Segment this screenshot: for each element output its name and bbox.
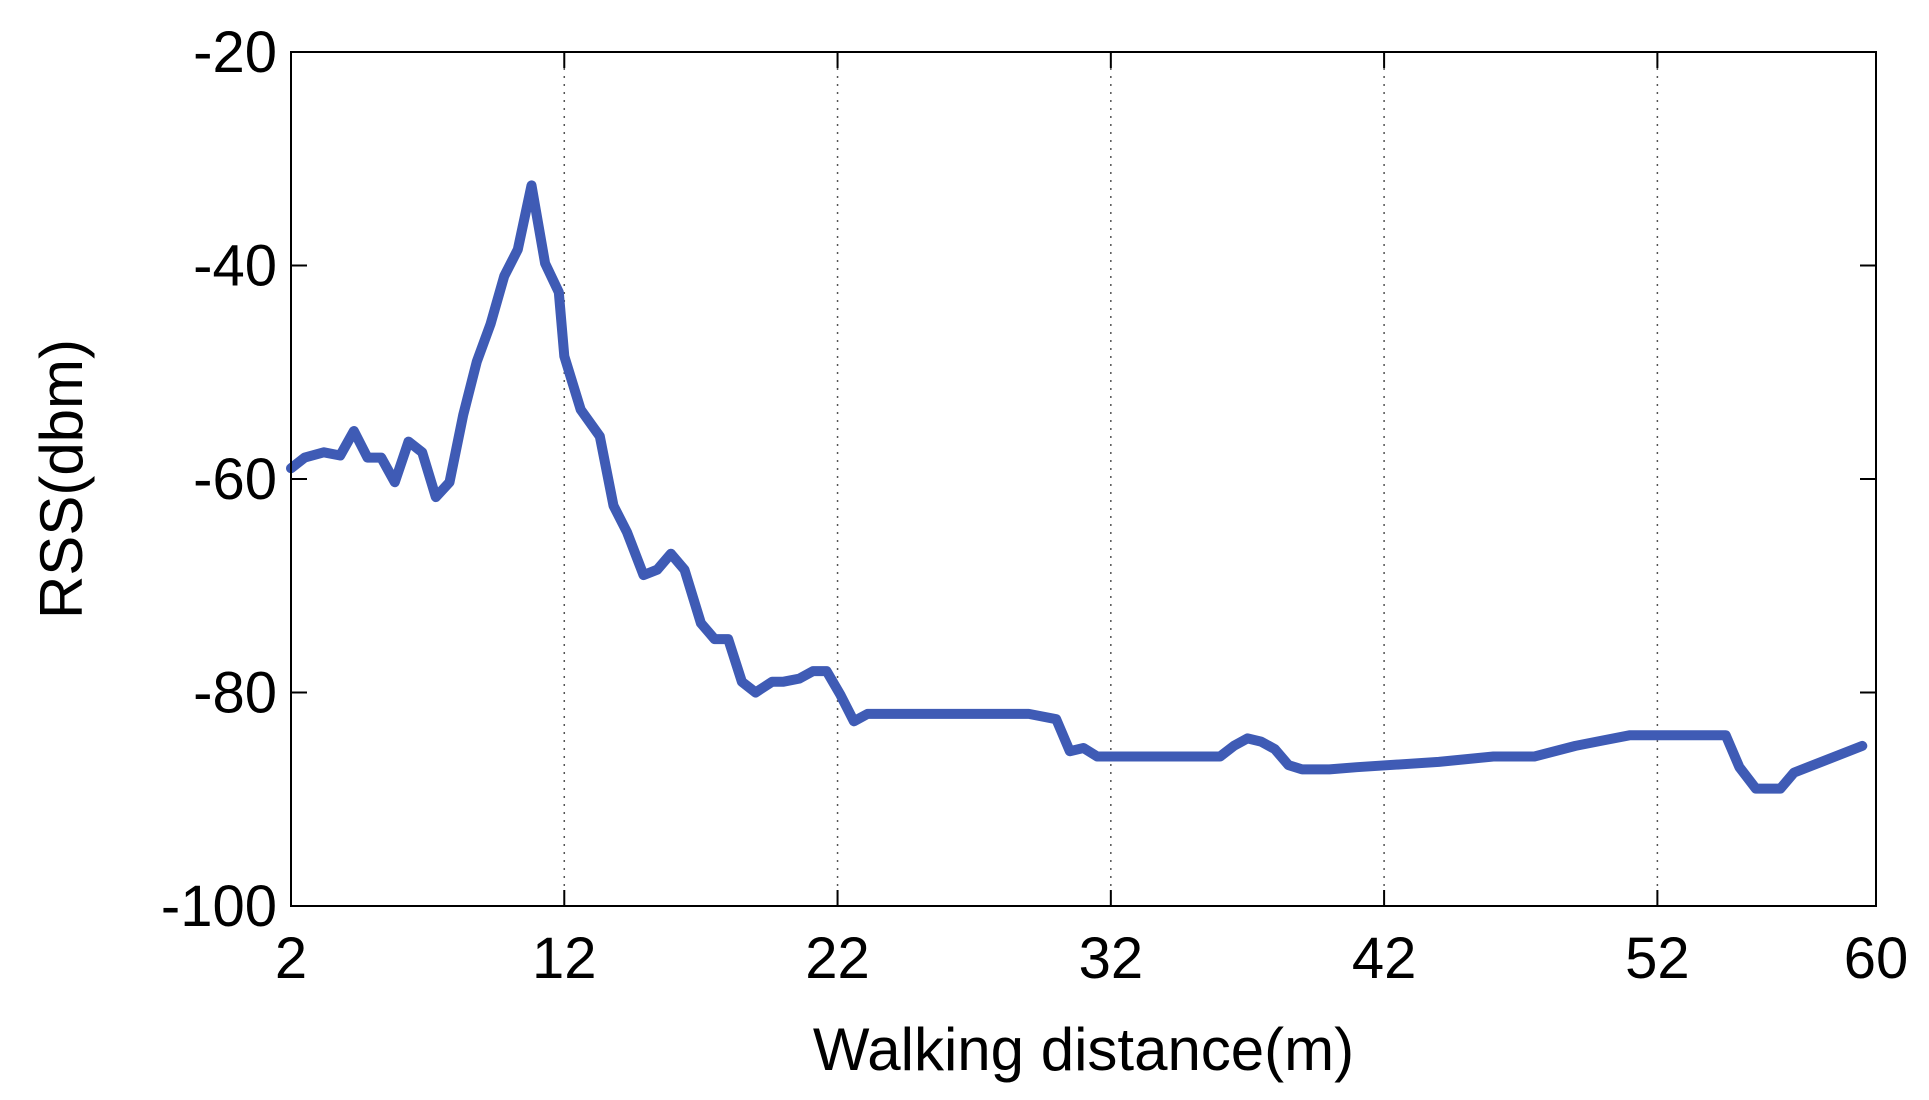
y-tick-label: -100 (161, 874, 277, 939)
y-tick-label: -60 (193, 447, 277, 512)
x-tick-labels: 2 12 22 32 42 52 60 (275, 926, 1908, 991)
y-tick-labels: -20 -40 -60 -80 -100 (161, 20, 277, 939)
x-tick-label: 42 (1352, 926, 1417, 991)
y-tick-label: -40 (193, 234, 277, 299)
x-tick-label: 2 (275, 926, 307, 991)
y-tick-label: -80 (193, 661, 277, 726)
plot-frame (290, 51, 1877, 907)
rss-series-line (286, 180, 1868, 794)
x-tick-label: 32 (1079, 926, 1144, 991)
x-tick-label: 12 (532, 926, 597, 991)
x-tick-label: 52 (1625, 926, 1690, 991)
x-tick-label: 22 (805, 926, 870, 991)
x-tick-label: 60 (1844, 926, 1909, 991)
x-axis-title: Walking distance(m) (813, 1016, 1354, 1083)
y-tick-label: -20 (193, 20, 277, 85)
plot-area (291, 52, 1876, 906)
y-axis-title: RSS(dbm) (28, 339, 95, 619)
